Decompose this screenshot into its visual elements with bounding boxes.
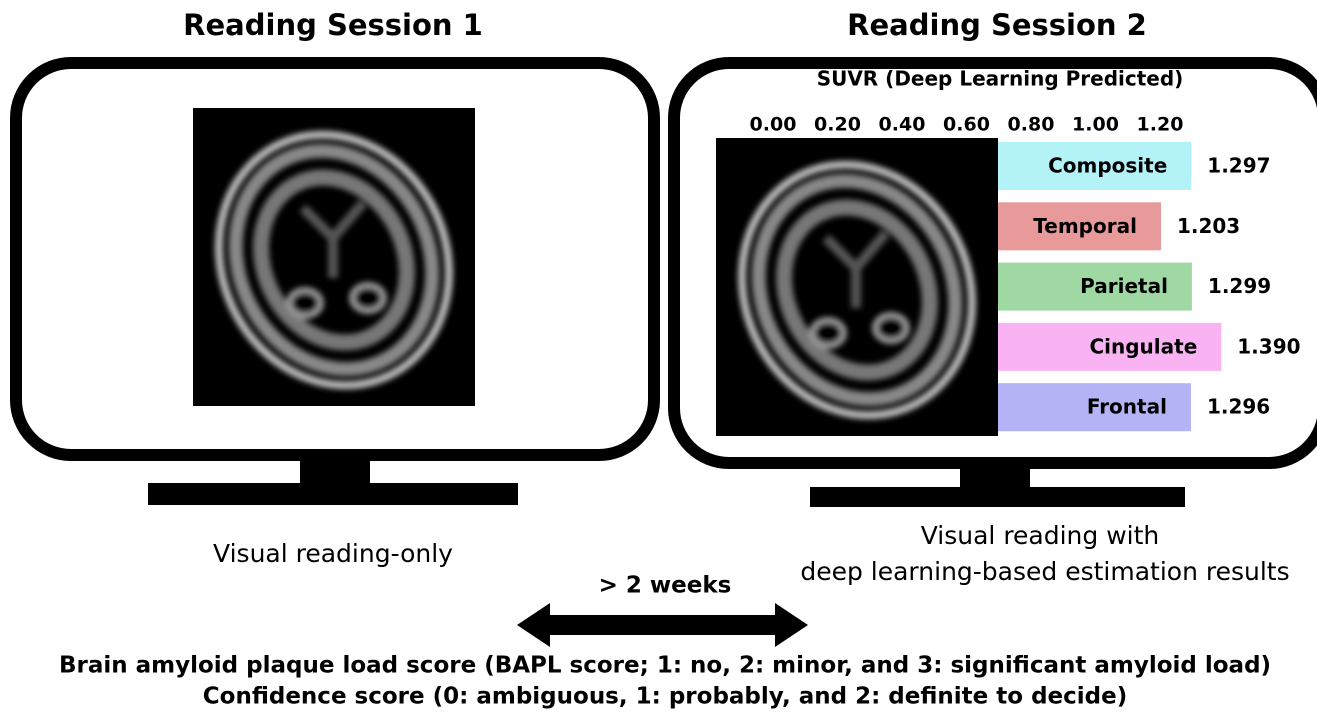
caption: Visual reading with (921, 521, 1160, 550)
value-label: 1.296 (1207, 395, 1270, 419)
value-label: 1.390 (1237, 334, 1300, 358)
score-description: Confidence score (0: ambiguous, 1: proba… (203, 684, 1127, 710)
category-label: Frontal (1087, 395, 1167, 419)
score-description: Brain amyloid plaque load score (BAPL sc… (59, 653, 1271, 679)
interval-label: > 2 weeks (599, 573, 732, 599)
monitor-base (810, 487, 1185, 507)
session-title: Reading Session 1 (183, 8, 483, 42)
caption: Visual reading-only (213, 539, 453, 568)
bar-labels: Composite 1.297 Temporal 1.203 Parietal 1.299… (1033, 154, 1300, 419)
double-arrow (517, 603, 808, 647)
x-tick-label: 0.20 (814, 114, 861, 136)
category-label: Composite (1048, 154, 1167, 178)
x-tick-label: 0.80 (1008, 114, 1055, 136)
category-label: Parietal (1080, 274, 1168, 298)
monitor-neck (300, 461, 370, 485)
x-tick-label: 0.00 (750, 114, 797, 136)
chart-title: SUVR (Deep Learning Predicted) (817, 67, 1184, 91)
x-tick-label: 0.60 (943, 114, 990, 136)
pet-image (178, 97, 489, 424)
value-label: 1.299 (1208, 274, 1271, 298)
x-tick-label: 1.00 (1072, 114, 1119, 136)
session-title: Reading Session 2 (847, 8, 1147, 42)
category-label: Cingulate (1089, 334, 1197, 358)
value-label: 1.203 (1177, 214, 1240, 238)
monitor-base (148, 483, 518, 505)
x-tick-label: 1.20 (1137, 114, 1184, 136)
monitor-neck (960, 469, 1030, 489)
pet-image (701, 127, 1012, 454)
x-tick-label: 0.40 (879, 114, 926, 136)
category-label: Temporal (1033, 214, 1137, 238)
caption: deep learning-based estimation results (800, 557, 1289, 586)
value-label: 1.297 (1207, 154, 1270, 178)
